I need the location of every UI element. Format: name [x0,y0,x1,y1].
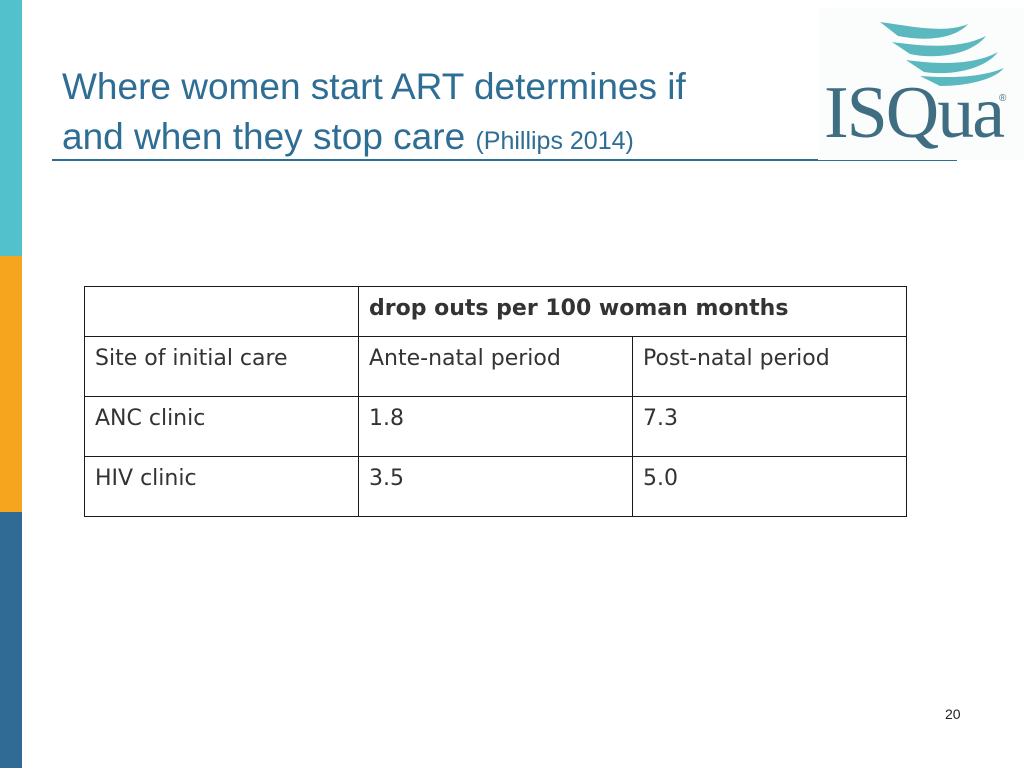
cell-hiv-ante-natal: 3.5 [358,456,633,517]
side-accent-bar-middle [0,256,22,512]
slide-title: Where women start ART determines if and … [62,62,802,166]
cell-hiv-post-natal: 5.0 [632,456,907,517]
column-header-ante-natal: Ante-natal period [358,336,633,397]
column-header-site: Site of initial care [84,336,359,397]
side-accent-bar-bottom [0,512,22,768]
page-number: 20 [945,706,961,722]
table-group-header: drop outs per 100 woman months [358,286,907,337]
title-line-2-text: and when they stop care [62,116,466,157]
table-column-header-row: Site of initial care Ante-natal period P… [84,336,907,397]
table-row: HIV clinic 3.5 5.0 [84,456,907,517]
cell-anc-ante-natal: 1.8 [358,396,633,457]
title-citation: (Phillips 2014) [475,127,634,155]
wave-swoosh-icon [880,22,1004,86]
row-label-anc-clinic: ANC clinic [84,396,359,457]
title-line-1: Where women start ART determines if [62,66,686,107]
column-header-post-natal: Post-natal period [632,336,907,397]
cell-anc-post-natal: 7.3 [632,396,907,457]
title-underline-rule [52,159,957,161]
title-line-2: and when they stop care (Phillips 2014) [62,112,802,166]
table-empty-corner-cell [84,286,359,337]
logo-wordmark: ISQua [824,72,1005,154]
side-accent-bar-top [0,0,22,256]
isqua-logo: ISQua ® [818,8,1024,160]
registered-mark: ® [999,93,1007,104]
dropout-table: drop outs per 100 woman months Site of i… [84,286,907,517]
row-label-hiv-clinic: HIV clinic [84,456,359,517]
table-row: ANC clinic 1.8 7.3 [84,396,907,457]
table-group-header-row: drop outs per 100 woman months [84,286,907,337]
